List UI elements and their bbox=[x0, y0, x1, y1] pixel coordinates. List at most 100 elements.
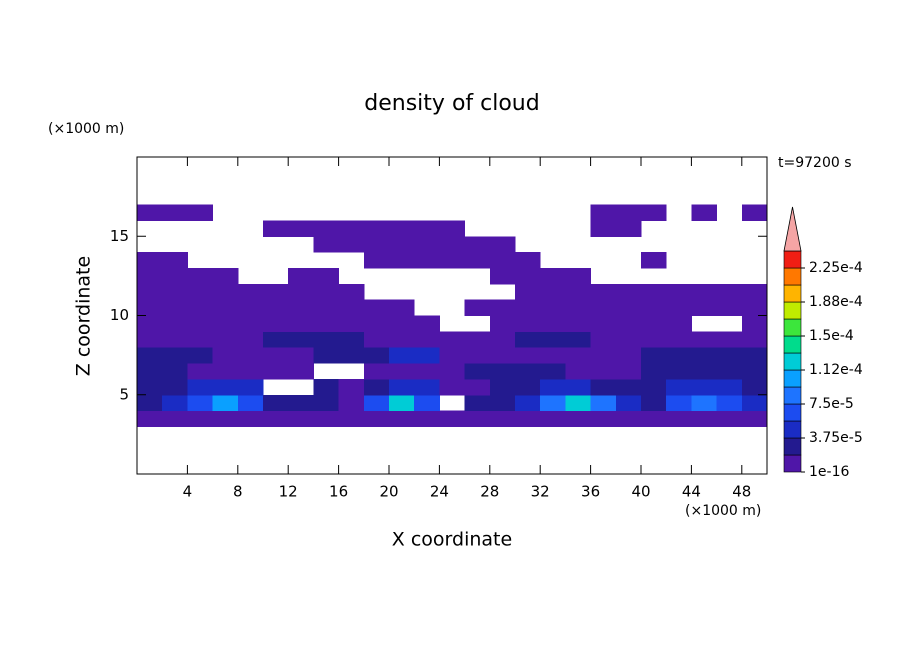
contour-cell bbox=[338, 283, 365, 301]
contour-cell bbox=[212, 347, 239, 364]
contour-cell bbox=[515, 410, 541, 427]
contour-cell bbox=[641, 315, 667, 332]
contour-cell bbox=[590, 378, 617, 396]
contour-cell bbox=[565, 410, 592, 427]
contour-cell bbox=[540, 378, 566, 396]
contour-cell bbox=[187, 331, 214, 348]
contour-cell bbox=[439, 236, 466, 253]
colorbar-over bbox=[783, 206, 802, 252]
x-tick-label: 16 bbox=[329, 483, 348, 501]
contour-cell bbox=[666, 363, 692, 380]
contour-cell bbox=[389, 410, 415, 427]
contour-cell bbox=[162, 252, 188, 269]
contour-cell bbox=[187, 394, 214, 412]
x-axis-label: X coordinate bbox=[392, 529, 512, 551]
contour-cell bbox=[489, 315, 516, 332]
contour-cell bbox=[389, 378, 415, 396]
contour-cell bbox=[515, 315, 541, 332]
contour-cell bbox=[515, 252, 541, 269]
contour-cell bbox=[666, 283, 692, 301]
contour-cell bbox=[464, 363, 491, 380]
contour-cell bbox=[237, 410, 264, 427]
contour-cell bbox=[162, 204, 188, 221]
colorbar-label: 1.12e-4 bbox=[809, 362, 863, 378]
contour-cell bbox=[162, 267, 188, 285]
contour-cell bbox=[162, 347, 188, 364]
contour-cell bbox=[464, 252, 491, 269]
contour-cell bbox=[641, 394, 667, 412]
contour-cell bbox=[212, 378, 239, 396]
contour-cell bbox=[162, 394, 188, 412]
contour-cell bbox=[212, 331, 239, 348]
contour-field bbox=[137, 204, 768, 427]
contour-cell bbox=[313, 331, 340, 348]
contour-cell bbox=[237, 378, 264, 396]
contour-cell bbox=[691, 204, 718, 221]
contour-cell bbox=[615, 315, 642, 332]
contour-cell bbox=[590, 331, 617, 348]
contour-cell bbox=[439, 410, 466, 427]
contour-cell bbox=[741, 299, 768, 316]
contour-cell bbox=[263, 299, 289, 316]
contour-cell bbox=[691, 347, 718, 364]
contour-cell bbox=[338, 236, 365, 253]
contour-cell bbox=[464, 410, 491, 427]
contour-cell bbox=[389, 252, 415, 269]
contour-cell bbox=[389, 394, 415, 412]
contour-cell bbox=[439, 363, 466, 380]
contour-cell bbox=[464, 378, 491, 396]
colorbar-segment bbox=[783, 318, 802, 337]
contour-cell bbox=[741, 378, 768, 396]
contour-cell bbox=[313, 299, 340, 316]
contour-cell bbox=[288, 283, 314, 301]
contour-cell bbox=[212, 315, 239, 332]
contour-cell bbox=[666, 378, 692, 396]
contour-cell bbox=[439, 252, 466, 269]
contour-cell bbox=[641, 378, 667, 396]
contour-cell bbox=[540, 315, 566, 332]
x-tick-label: 32 bbox=[531, 483, 550, 501]
contour-cell bbox=[641, 299, 667, 316]
contour-cell bbox=[237, 315, 264, 332]
contour-cell bbox=[338, 378, 365, 396]
x-tick-label: 48 bbox=[732, 483, 751, 501]
x-tick-label: 36 bbox=[581, 483, 600, 501]
contour-cell bbox=[615, 410, 642, 427]
contour-cell bbox=[741, 283, 768, 301]
contour-cell bbox=[590, 347, 617, 364]
contour-cell bbox=[237, 299, 264, 316]
contour-cell bbox=[137, 267, 163, 285]
colorbar-label: 1e-16 bbox=[809, 464, 849, 480]
contour-cell bbox=[716, 363, 743, 380]
contour-cell bbox=[590, 283, 617, 301]
contour-cell bbox=[666, 394, 692, 412]
contour-cell bbox=[565, 347, 592, 364]
contour-cell bbox=[615, 204, 642, 221]
x-tick-label: 12 bbox=[279, 483, 298, 501]
x-tick-label: 8 bbox=[233, 483, 243, 501]
contour-cell bbox=[162, 283, 188, 301]
contour-cell bbox=[590, 363, 617, 380]
colorbar-segment bbox=[783, 335, 802, 354]
contour-cell bbox=[439, 347, 466, 364]
contour-cell bbox=[590, 410, 617, 427]
x-tick-label: 28 bbox=[480, 483, 499, 501]
contour-cell bbox=[363, 378, 390, 396]
contour-cell bbox=[263, 410, 289, 427]
colorbar-segment bbox=[783, 403, 802, 422]
contour-cell bbox=[540, 267, 566, 285]
contour-cell bbox=[338, 331, 365, 348]
contour-cell bbox=[162, 378, 188, 396]
contour-cell bbox=[590, 315, 617, 332]
contour-cell bbox=[313, 283, 340, 301]
contour-cell bbox=[489, 252, 516, 269]
contour-cell bbox=[338, 347, 365, 364]
contour-cell bbox=[313, 394, 340, 412]
contour-cell bbox=[515, 394, 541, 412]
contour-cell bbox=[414, 363, 440, 380]
contour-cell bbox=[565, 363, 592, 380]
contour-cell bbox=[288, 299, 314, 316]
contour-cell bbox=[187, 378, 214, 396]
y-tick-label: 15 bbox=[110, 227, 129, 245]
contour-cell bbox=[212, 363, 239, 380]
